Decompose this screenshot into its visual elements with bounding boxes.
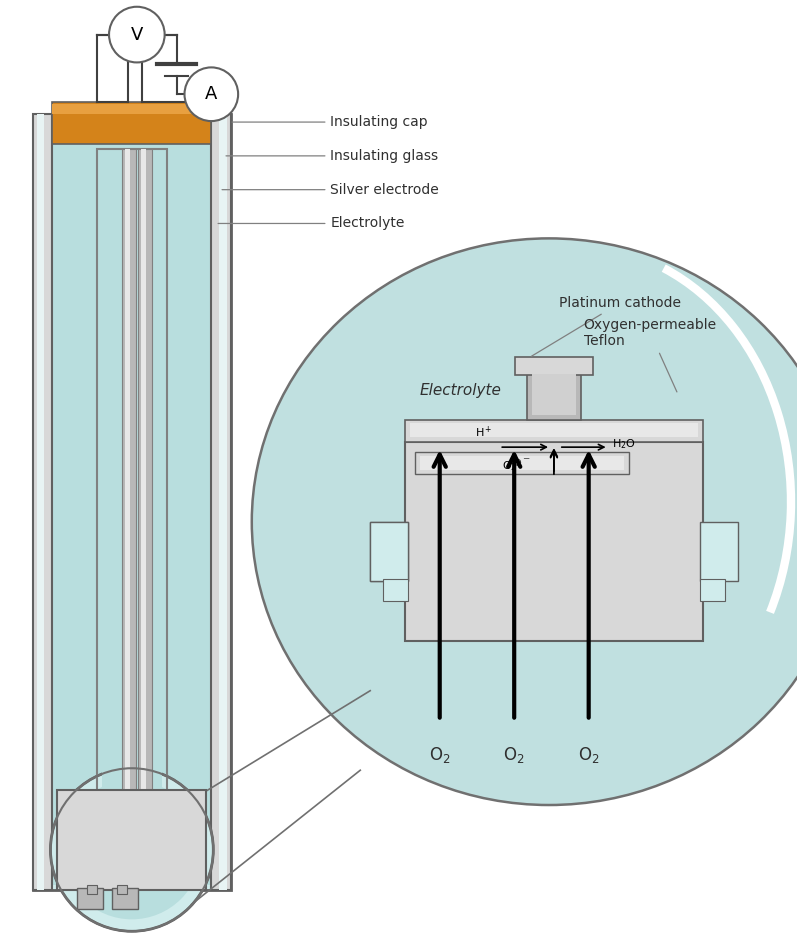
- Text: O$_2$: O$_2$: [502, 459, 518, 473]
- Bar: [87, 885, 97, 895]
- Bar: [33, 114, 231, 889]
- Bar: [514, 357, 593, 375]
- Bar: [53, 102, 211, 144]
- Text: Electrolyte: Electrolyte: [218, 217, 405, 231]
- Text: A: A: [205, 85, 218, 104]
- Circle shape: [185, 68, 238, 122]
- Text: H$_2$O: H$_2$O: [611, 437, 635, 451]
- Bar: [37, 114, 45, 889]
- Bar: [219, 114, 227, 889]
- Bar: [405, 420, 703, 442]
- Bar: [415, 452, 630, 474]
- Bar: [141, 149, 146, 885]
- Bar: [211, 114, 231, 889]
- Bar: [58, 790, 206, 889]
- Bar: [526, 368, 582, 420]
- Bar: [97, 149, 166, 885]
- Text: Electrolyte: Electrolyte: [420, 383, 502, 398]
- Bar: [33, 114, 53, 889]
- Bar: [370, 522, 408, 581]
- Bar: [700, 579, 725, 601]
- Bar: [138, 149, 152, 885]
- Bar: [700, 522, 738, 581]
- Text: Platinum cathode: Platinum cathode: [531, 296, 681, 356]
- Bar: [370, 522, 408, 581]
- Bar: [383, 579, 408, 601]
- Text: Insulating cap: Insulating cap: [232, 115, 428, 129]
- Text: Insulating glass: Insulating glass: [226, 149, 438, 163]
- Circle shape: [62, 780, 202, 919]
- Bar: [420, 456, 625, 470]
- Ellipse shape: [252, 238, 800, 805]
- Text: H$^+$: H$^+$: [474, 425, 492, 440]
- Text: O$_2$: O$_2$: [503, 745, 525, 765]
- Text: O$_2$: O$_2$: [578, 745, 599, 765]
- Circle shape: [50, 769, 214, 932]
- Bar: [102, 149, 162, 885]
- Bar: [405, 442, 703, 641]
- Bar: [410, 423, 698, 437]
- Text: O$_2$: O$_2$: [429, 745, 450, 765]
- Bar: [125, 149, 130, 885]
- Text: V: V: [130, 25, 143, 43]
- Bar: [78, 887, 103, 909]
- Text: Silver electrode: Silver electrode: [222, 183, 439, 197]
- Bar: [112, 887, 138, 909]
- Text: Oxygen-permeable
Teflon: Oxygen-permeable Teflon: [584, 317, 717, 392]
- Circle shape: [109, 7, 165, 62]
- Bar: [53, 105, 211, 114]
- Bar: [531, 374, 576, 415]
- Bar: [50, 119, 214, 885]
- Text: e$^-$: e$^-$: [513, 457, 531, 469]
- Bar: [122, 149, 136, 885]
- Bar: [117, 885, 127, 895]
